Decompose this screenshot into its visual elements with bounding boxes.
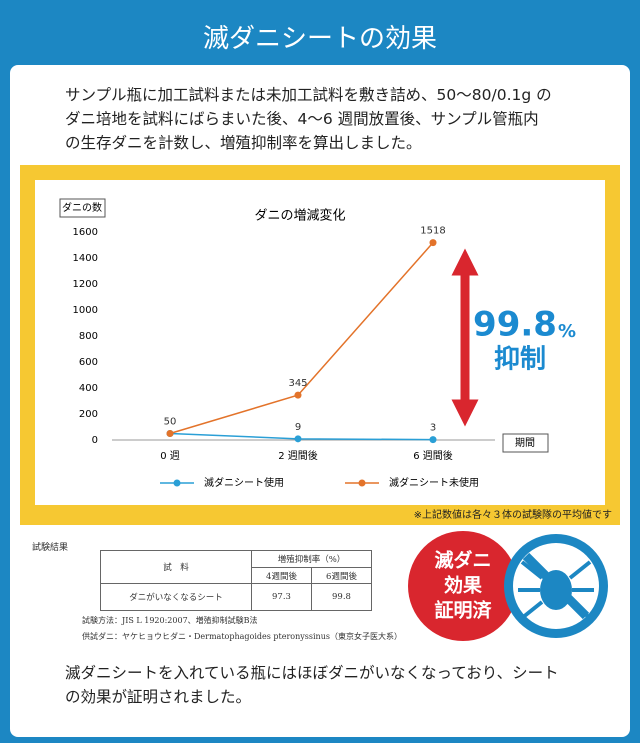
chart-note: ※上記数値は各々３体の試験隊の平均値です [413,510,612,521]
y-tick-label: 200 [79,409,98,420]
table-header: 6週間後 [310,567,373,584]
page-title: 滅ダニシートの効果 [202,24,437,54]
reduction-label: 抑制 [494,345,546,375]
table-cell: ダニがいなくなるシート [100,583,252,611]
x-tick-label: 6 週間後 [413,449,453,462]
results-note: 供試ダニ：ヤケヒョウヒダニ・Dermatophagoides pteronyss… [82,632,402,641]
data-label: 345 [288,378,307,389]
data-point [294,391,302,399]
y-tick-label: 1000 [73,305,98,316]
legend-marker [173,479,181,487]
y-tick-label: 1200 [73,279,98,290]
series-line [169,432,434,441]
data-point [294,435,302,443]
y-tick-label: 1600 [73,227,98,238]
y-axis-label: ダニの数 [62,201,102,214]
table-header: 試 料 [100,550,252,584]
legend-label: 滅ダニシート使用 [204,476,284,489]
data-point [166,430,174,437]
y-label-box [59,198,106,218]
y-tick-label: 800 [79,331,98,342]
reduction-unit: % [558,321,576,342]
reduction-value: 99.8 [473,305,557,345]
data-label: 3 [430,423,436,434]
results-table: 試 料増殖抑制率（%） 4週間後 6週間後 ダニがいなくなるシート 97.3 99.8 [100,550,373,611]
intro-line: ダニ培地を試料にばらまいた後、4〜6 週間放置後、サンプル管瓶内 [65,110,539,128]
legend-marker [358,479,366,487]
data-point [429,239,437,247]
x-axis-label: 期間 [515,437,535,449]
conclusion-line: 滅ダニシートを入れている瓶にはほぼダニがいなくなっており、シート [65,664,559,682]
data-label: 9 [295,422,301,433]
conclusion-line: の効果が証明されました。 [65,688,252,706]
y-tick-label: 600 [79,357,98,368]
badge-line: 滅ダニ [434,549,491,572]
badge-line: 証明済 [434,599,492,622]
results-note: 試験方法：JIS L 1920:2007、増殖抑制試験B法 [82,616,258,625]
table-cell: 97.3 [251,583,312,611]
proof-badge [408,531,518,641]
y-tick-label: 0 [92,435,98,446]
intro-line: サンプル瓶に加工試料または未加工試料を敷き詰め、50〜80/0.1g の [65,86,552,104]
table-cell: 99.8 [310,583,373,611]
mite-icon [504,534,608,638]
y-tick-label: 1400 [73,253,98,264]
data-point [429,436,437,444]
x-label-box [502,433,549,453]
series-line [169,242,434,435]
y-tick-label: 400 [79,383,98,394]
x-tick-label: 0 週 [160,450,180,462]
data-label: 50 [164,417,177,428]
chart-title: ダニの増減変化 [254,208,345,224]
data-label: 1518 [420,226,445,237]
legend-label: 滅ダニシート未使用 [389,476,479,489]
results-title: 試験結果 [32,543,69,553]
intro-line: の生存ダニを計数し、増殖抑制率を算出しました。 [65,134,422,152]
x-tick-label: 2 週間後 [278,449,318,462]
badge-line: 効果 [444,574,482,597]
